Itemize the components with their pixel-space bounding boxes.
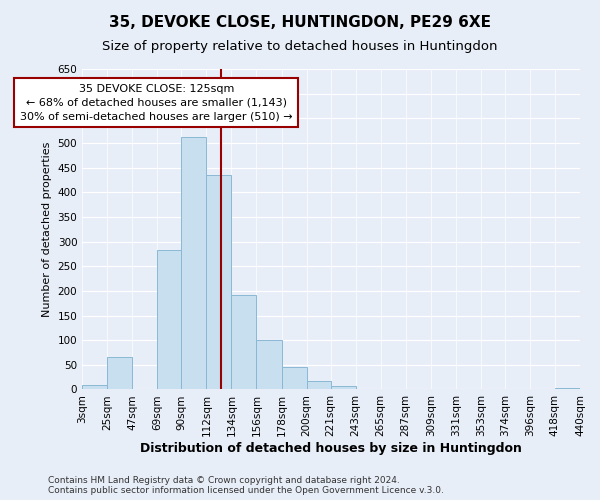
Bar [281,367,307,390]
Bar [256,340,281,390]
Bar [331,386,356,390]
Bar [82,384,107,390]
Bar [232,296,256,390]
Bar [206,175,232,390]
Bar [181,136,206,390]
X-axis label: Distribution of detached houses by size in Huntingdon: Distribution of detached houses by size … [140,442,522,455]
Bar [107,358,132,390]
Bar [555,388,580,390]
Text: Size of property relative to detached houses in Huntingdon: Size of property relative to detached ho… [102,40,498,53]
Text: 35 DEVOKE CLOSE: 125sqm
← 68% of detached houses are smaller (1,143)
30% of semi: 35 DEVOKE CLOSE: 125sqm ← 68% of detache… [20,84,293,122]
Text: 35, DEVOKE CLOSE, HUNTINGDON, PE29 6XE: 35, DEVOKE CLOSE, HUNTINGDON, PE29 6XE [109,15,491,30]
Text: Contains HM Land Registry data © Crown copyright and database right 2024.
Contai: Contains HM Land Registry data © Crown c… [48,476,444,495]
Bar [157,250,181,390]
Bar [307,380,331,390]
Y-axis label: Number of detached properties: Number of detached properties [42,142,52,317]
